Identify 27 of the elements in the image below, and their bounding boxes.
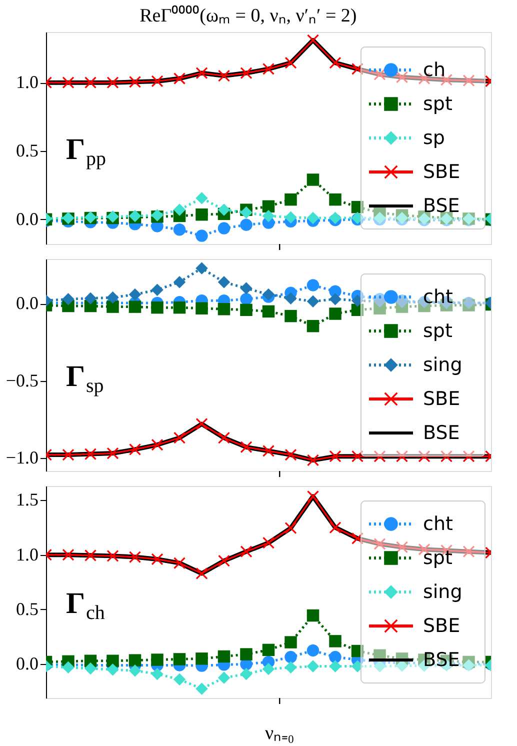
legend-label: cht [423,513,453,535]
legend-label: sp [423,127,445,149]
chart-title: ReΓ⁰⁰⁰⁰(ωₘ = 0, νₙ, ν′ₙ′ = 2) [140,4,357,26]
y-tick-label: 0.5 [16,140,38,160]
x-axis-title: νₙ₌₀ [265,723,294,744]
legend-label: BSE [423,195,460,217]
y-tick-label: 0.0 [16,654,38,674]
legend-label: BSE [423,422,460,444]
legend-label: spt [423,320,452,342]
legend-label: SBE [423,388,460,410]
legend-label: SBE [423,161,460,183]
y-tick-label: 1.0 [16,544,38,564]
y-tick-label: −1.0 [6,447,38,468]
y-tick-label: 0.5 [16,598,38,619]
legend-label: spt [423,93,452,115]
legend-label: BSE [423,649,460,671]
legend-label: ch [423,59,446,81]
legend-label: sing [423,581,462,603]
legend-label: sing [423,354,462,376]
legend-label: spt [423,547,452,569]
legend-label: SBE [423,615,460,637]
y-tick-label: 1.0 [16,72,38,92]
y-tick-label: 0.0 [16,293,38,314]
y-tick-label: 0.0 [16,208,38,229]
y-tick-label: −0.5 [6,370,38,390]
legend-label: cht [423,286,453,308]
y-tick-label: 1.5 [16,490,38,510]
